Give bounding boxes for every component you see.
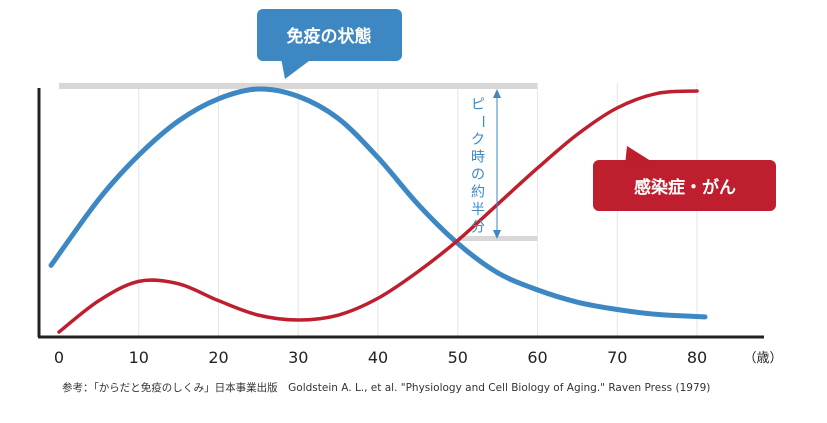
immune-callout-box: [257, 9, 402, 61]
series-lines: [48, 86, 708, 334]
annotation-arrow-bottom: [493, 230, 501, 239]
annotation-char: 約: [471, 185, 485, 201]
x-tick-label-10: 10: [129, 348, 149, 367]
x-tick-label-40: 40: [368, 348, 388, 367]
disease-callout-pointer: [625, 146, 654, 165]
immune-callout-label: 免疫の状態: [287, 26, 372, 47]
grid-lines: [138, 83, 698, 336]
annotation-char: ク: [471, 132, 485, 148]
annotation-char: 分: [471, 220, 485, 236]
x-tick-label-30: 30: [288, 348, 308, 367]
x-tick-labels: 0 10 20 30 40 50 60 70 80 （歳）: [54, 348, 783, 367]
disease-line: [57, 89, 699, 334]
peak-guides: [59, 83, 537, 241]
axes: [37, 88, 764, 339]
half-peak-level-band: [458, 236, 537, 241]
x-axis-unit: （歳）: [743, 351, 782, 366]
peak-level-band: [59, 83, 537, 89]
immune-callout-pointer: [281, 58, 313, 79]
x-tick-label-50: 50: [448, 348, 468, 367]
annotation-arrow-top: [493, 89, 501, 98]
x-tick-label-0: 0: [54, 348, 64, 367]
disease-callout-label: 感染症・がん: [634, 177, 736, 198]
disease-callout-box: [593, 160, 776, 211]
annotation-char: 半: [471, 202, 485, 218]
source-citation: 参考：「からだと免疫のしくみ」日本事業出版 Goldstein A. L., e…: [62, 382, 711, 394]
annotation-char: 時: [471, 150, 485, 166]
x-tick-label-70: 70: [607, 348, 627, 367]
immune-line: [48, 86, 708, 320]
x-tick-label-80: 80: [687, 348, 707, 367]
annotation-char: の: [471, 167, 485, 183]
annotation-char: ー: [474, 115, 490, 129]
x-tick-label-60: 60: [527, 348, 547, 367]
x-tick-label-20: 20: [208, 348, 228, 367]
annotation-char: ピ: [471, 97, 485, 113]
